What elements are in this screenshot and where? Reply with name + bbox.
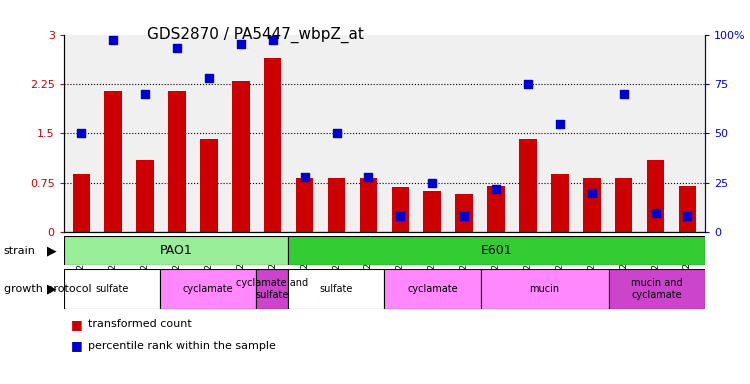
Point [107, 37, 119, 43]
Bar [256, 269, 288, 309]
Text: ▶: ▶ [47, 244, 57, 257]
Point [235, 41, 247, 48]
Bar [104, 91, 122, 232]
Point [298, 174, 310, 180]
Bar [551, 174, 568, 232]
Point [267, 37, 279, 43]
Text: transformed count: transformed count [88, 319, 191, 329]
Bar [384, 269, 481, 309]
Text: cyclamate and
sulfate: cyclamate and sulfate [236, 278, 308, 300]
Text: cyclamate: cyclamate [407, 284, 458, 294]
Bar [200, 139, 217, 232]
Text: ■: ■ [71, 318, 83, 331]
Bar [288, 236, 705, 265]
Bar [360, 178, 377, 232]
Bar [609, 269, 705, 309]
Bar [160, 269, 256, 309]
Point [682, 214, 694, 220]
Bar [615, 178, 632, 232]
Bar [264, 58, 281, 232]
Point [331, 131, 343, 137]
Point [522, 81, 534, 87]
Bar [519, 139, 537, 232]
Text: mucin: mucin [530, 284, 560, 294]
Text: sulfate: sulfate [95, 284, 128, 294]
Point [203, 75, 215, 81]
Point [618, 91, 630, 97]
Bar [296, 178, 314, 232]
Text: growth protocol: growth protocol [4, 284, 92, 294]
Text: ▶: ▶ [47, 283, 57, 295]
Bar [679, 186, 696, 232]
Text: sulfate: sulfate [320, 284, 353, 294]
Bar [481, 269, 609, 309]
Text: E601: E601 [481, 244, 512, 257]
Point [394, 214, 406, 220]
Bar [168, 91, 186, 232]
Point [650, 210, 662, 216]
Point [171, 45, 183, 51]
Point [586, 190, 598, 196]
Point [139, 91, 151, 97]
Point [362, 174, 374, 180]
Bar [392, 187, 409, 232]
Point [490, 186, 502, 192]
Bar [455, 194, 473, 232]
Text: strain: strain [4, 245, 36, 256]
Bar [583, 178, 601, 232]
Bar [328, 178, 345, 232]
Bar [424, 192, 441, 232]
Text: GDS2870 / PA5447_wbpZ_at: GDS2870 / PA5447_wbpZ_at [147, 27, 364, 43]
Bar [646, 160, 664, 232]
Point [426, 180, 438, 186]
Bar [136, 160, 154, 232]
Text: mucin and
cyclamate: mucin and cyclamate [631, 278, 682, 300]
Point [458, 214, 470, 220]
Bar [73, 174, 90, 232]
Text: percentile rank within the sample: percentile rank within the sample [88, 341, 276, 351]
Point [75, 131, 87, 137]
Text: PAO1: PAO1 [160, 244, 192, 257]
Bar [64, 236, 288, 265]
Bar [288, 269, 384, 309]
Bar [64, 269, 160, 309]
Bar [232, 81, 250, 232]
Text: cyclamate: cyclamate [183, 284, 233, 294]
Point [554, 121, 566, 127]
Bar [488, 186, 505, 232]
Text: ■: ■ [71, 339, 83, 352]
